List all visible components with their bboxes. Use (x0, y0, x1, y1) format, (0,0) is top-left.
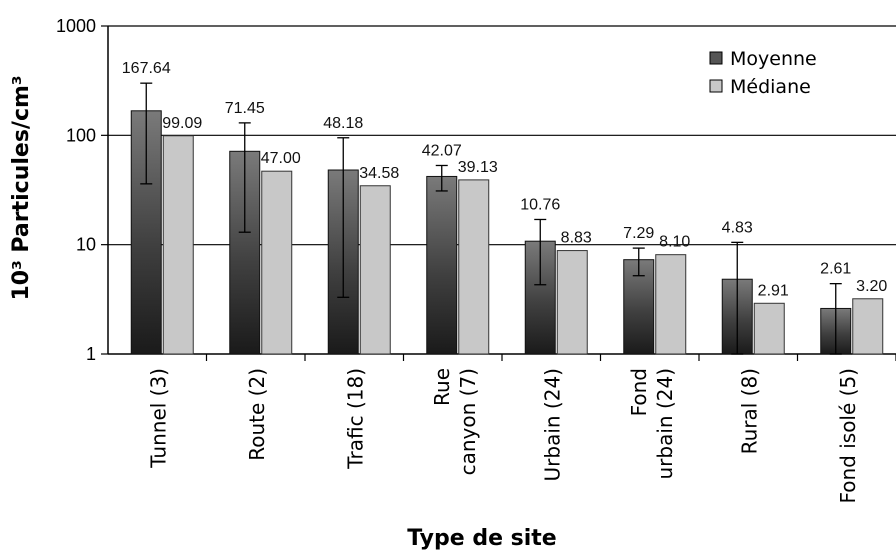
legend-label-moyenne: Moyenne (730, 48, 817, 70)
category-label-line: Trafic (18) (343, 368, 367, 470)
y-tick-label: 1 (86, 344, 96, 364)
data-label-moyenne: 48.18 (323, 115, 363, 132)
category-label-line: urbain (24) (653, 368, 677, 480)
data-label-mediane: 8.10 (659, 234, 690, 251)
category-label: Rural (8) (737, 368, 761, 454)
data-label-moyenne: 7.29 (623, 225, 654, 242)
bar-mediane (359, 185, 391, 355)
category-label: Tunnel (3) (146, 368, 170, 469)
bar-mediane (458, 179, 490, 355)
data-label-moyenne: 10.76 (520, 196, 560, 213)
category-label-line: Tunnel (3) (146, 368, 170, 469)
category-label-line: Route (2) (245, 368, 269, 461)
category-label-line: Urbain (24) (540, 368, 564, 481)
bar-mediane (261, 170, 293, 355)
legend-label-mediane: Médiane (730, 76, 811, 98)
y-tick-label: 1000 (56, 16, 96, 36)
legend-swatch-mediane (709, 79, 723, 93)
y-axis-title: 10³ Particules/cm³ (9, 75, 34, 300)
category-label: Fond urbain (24) (627, 368, 677, 480)
category-label-line: Fond (627, 368, 651, 416)
data-label-mediane: 39.13 (458, 159, 498, 176)
category-label-line: Fond isolé (5) (836, 368, 860, 504)
x-axis-title: Type de site (407, 526, 556, 551)
category-label: Trafic (18) (343, 368, 367, 470)
bar-mediane (162, 135, 194, 355)
data-label-moyenne: 71.45 (225, 100, 265, 117)
legend-swatch-moyenne (709, 51, 723, 65)
data-label-moyenne: 167.64 (122, 60, 171, 77)
data-label-mediane: 99.09 (162, 115, 202, 132)
category-label-line: Rue (430, 368, 454, 406)
data-label-moyenne: 2.61 (820, 261, 851, 278)
legend: Moyenne Médiane (709, 48, 817, 98)
category-label: Fond isolé (5) (836, 368, 860, 504)
data-label-mediane: 3.20 (856, 278, 887, 295)
category-label-line: Rural (8) (737, 368, 761, 454)
bar-mediane (655, 254, 687, 355)
data-label-moyenne: 42.07 (422, 142, 462, 159)
category-label: Urbain (24) (540, 368, 564, 481)
bar-mediane (753, 302, 785, 355)
y-tick-label: 10 (76, 235, 96, 255)
bar-mediane (556, 250, 588, 355)
category-label: Rue canyon (7) (430, 368, 480, 475)
data-label-mediane: 34.58 (359, 165, 399, 182)
bar-moyenne (426, 175, 458, 355)
data-label-mediane: 47.00 (261, 150, 301, 167)
data-label-mediane: 2.91 (758, 282, 789, 299)
bar-mediane (852, 298, 884, 355)
bar-moyenne (229, 150, 261, 355)
category-label: Route (2) (245, 368, 269, 461)
data-label-moyenne: 4.83 (722, 219, 753, 236)
data-label-mediane: 8.83 (561, 230, 592, 247)
y-tick-label: 100 (66, 125, 96, 145)
category-label-line: canyon (7) (456, 368, 480, 475)
